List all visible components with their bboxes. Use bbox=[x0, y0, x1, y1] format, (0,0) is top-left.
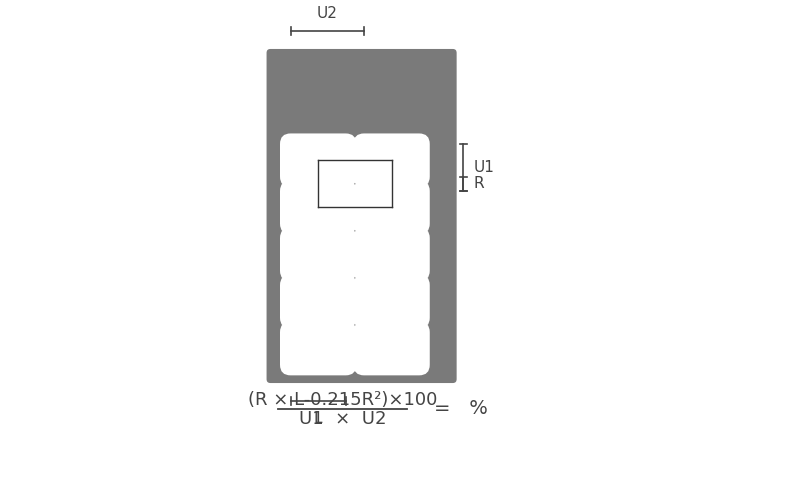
FancyBboxPatch shape bbox=[354, 180, 430, 234]
Text: (R × L-0.215R²)×100: (R × L-0.215R²)×100 bbox=[248, 391, 437, 409]
FancyBboxPatch shape bbox=[280, 180, 356, 234]
FancyBboxPatch shape bbox=[280, 228, 356, 281]
FancyBboxPatch shape bbox=[354, 322, 430, 375]
Text: U1  ×  U2: U1 × U2 bbox=[298, 410, 386, 428]
Text: =   %: = % bbox=[434, 399, 487, 419]
FancyBboxPatch shape bbox=[280, 133, 356, 187]
FancyBboxPatch shape bbox=[266, 49, 457, 383]
FancyBboxPatch shape bbox=[354, 228, 430, 281]
Text: U2: U2 bbox=[317, 6, 338, 21]
FancyBboxPatch shape bbox=[280, 322, 356, 375]
FancyBboxPatch shape bbox=[280, 275, 356, 328]
Text: U1: U1 bbox=[474, 160, 494, 175]
FancyBboxPatch shape bbox=[354, 275, 430, 328]
Text: L: L bbox=[314, 411, 322, 426]
Text: R: R bbox=[474, 176, 485, 192]
FancyBboxPatch shape bbox=[354, 133, 430, 187]
